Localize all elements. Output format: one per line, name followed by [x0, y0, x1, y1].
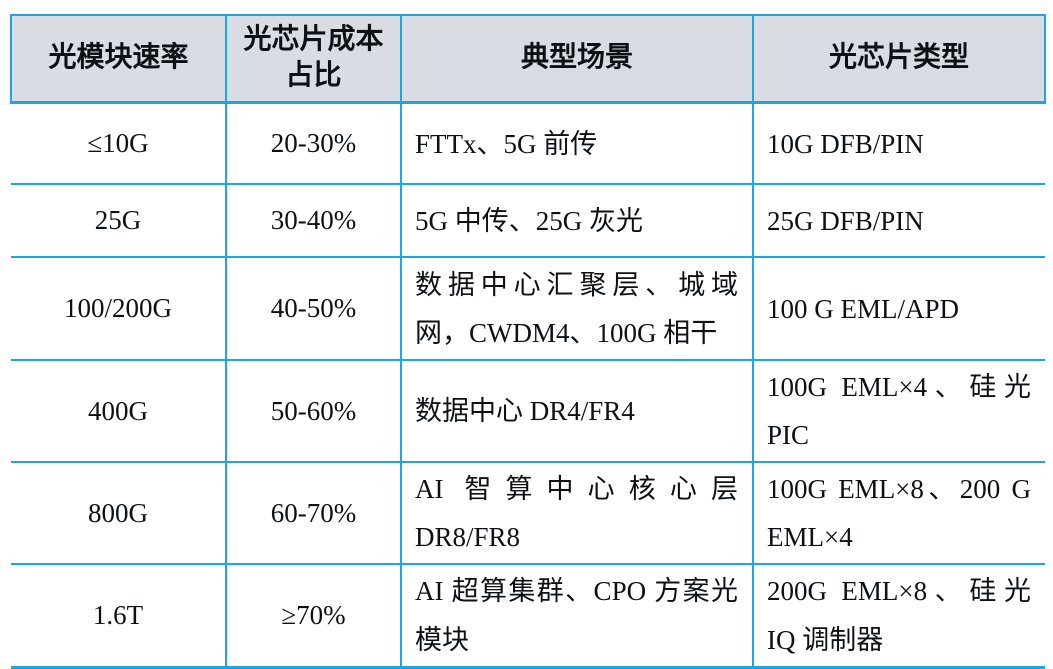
cell-scenarios: FTTx、5G 前传: [400, 102, 753, 186]
cell-speed: 400G: [11, 360, 226, 464]
cell-speed: 100/200G: [11, 257, 226, 362]
table-row: 1.6T ≥70% AI 超算集群、CPO 方案光模块 200G EML×8、硅…: [11, 564, 1045, 669]
table-row: ≤10G 20-30% FTTx、5G 前传 10G DFB/PIN: [11, 102, 1045, 186]
cell-chip-types: 25G DFB/PIN: [752, 184, 1045, 259]
table-row: 25G 30-40% 5G 中传、25G 灰光 25G DFB/PIN: [11, 184, 1045, 259]
cell-chip-types: 100G EML×4、硅光 PIC: [752, 360, 1045, 464]
cell-cost-share: ≥70%: [225, 564, 401, 669]
header-cell-chip-cost-share: 光芯片成本占比: [225, 13, 401, 104]
cell-scenarios: 数据中心 DR4/FR4: [400, 360, 753, 464]
cell-chip-types: 200G EML×8、硅光 IQ 调制器: [752, 564, 1045, 669]
cell-scenarios: AI 智算中心核心层 DR8/FR8: [400, 462, 753, 566]
cell-cost-share: 60-70%: [225, 462, 401, 566]
cell-cost-share: 50-60%: [225, 360, 401, 464]
cell-cost-share: 20-30%: [225, 102, 401, 186]
table-body: ≤10G 20-30% FTTx、5G 前传 10G DFB/PIN 25G 3…: [11, 102, 1045, 669]
cell-chip-types: 100G EML×8、200 G EML×4: [752, 462, 1045, 566]
cell-speed: 800G: [11, 462, 226, 566]
optical-chip-table-wrapper: 光模块速率 光芯片成本占比 典型场景 光芯片类型 ≤10G 20-30% FTT…: [10, 13, 1046, 669]
table-row: 800G 60-70% AI 智算中心核心层 DR8/FR8 100G EML×…: [11, 462, 1045, 566]
optical-chip-cost-table: 光模块速率 光芯片成本占比 典型场景 光芯片类型 ≤10G 20-30% FTT…: [10, 13, 1046, 669]
header-row: 光模块速率 光芯片成本占比 典型场景 光芯片类型: [10, 13, 1046, 104]
cell-scenarios: AI 超算集群、CPO 方案光模块: [400, 564, 753, 669]
cell-cost-share: 30-40%: [225, 184, 401, 259]
header-cell-module-speed: 光模块速率: [10, 13, 226, 104]
cell-speed: 25G: [11, 184, 226, 259]
header-cell-chip-type: 光芯片类型: [752, 13, 1046, 104]
header-cell-typical-scenarios: 典型场景: [400, 13, 753, 104]
cell-chip-types: 10G DFB/PIN: [752, 102, 1045, 186]
cell-scenarios: 数据中心汇聚层、城域网，CWDM4、100G 相干: [400, 257, 753, 362]
cell-cost-share: 40-50%: [225, 257, 401, 362]
cell-chip-types: 100 G EML/APD: [752, 257, 1045, 362]
table-row: 100/200G 40-50% 数据中心汇聚层、城域网，CWDM4、100G 相…: [11, 257, 1045, 362]
table-row: 400G 50-60% 数据中心 DR4/FR4 100G EML×4、硅光 P…: [11, 360, 1045, 464]
cell-speed: ≤10G: [11, 102, 226, 186]
table-header: 光模块速率 光芯片成本占比 典型场景 光芯片类型: [10, 13, 1046, 104]
cell-speed: 1.6T: [11, 564, 226, 669]
cell-scenarios: 5G 中传、25G 灰光: [400, 184, 753, 259]
